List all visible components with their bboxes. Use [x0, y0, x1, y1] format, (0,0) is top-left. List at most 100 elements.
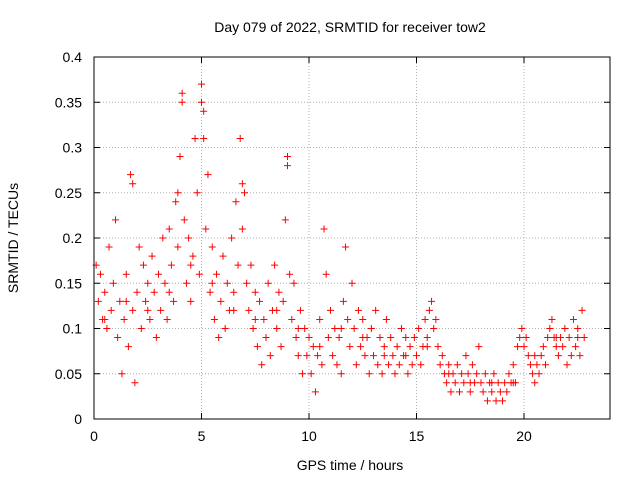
data-point [223, 279, 231, 287]
data-point [425, 306, 433, 314]
data-point [206, 288, 214, 296]
data-point [120, 315, 128, 323]
data-point [374, 361, 382, 369]
data-point [159, 234, 167, 242]
data-point [483, 397, 491, 405]
data-point [284, 153, 291, 161]
data-point [378, 370, 386, 378]
data-point [443, 379, 451, 387]
data-point [546, 325, 554, 332]
data-point [148, 252, 156, 260]
data-point [554, 352, 562, 360]
data-point [260, 315, 268, 323]
data-point [421, 315, 429, 323]
data-point [284, 162, 291, 170]
data-point [131, 379, 139, 387]
data-point [157, 306, 165, 314]
data-point [559, 343, 567, 351]
data-point [281, 216, 289, 224]
data-point [316, 343, 324, 351]
data-point [542, 361, 549, 369]
y-tick-label: 0.25 [55, 185, 82, 201]
data-point [496, 388, 504, 396]
data-point [187, 261, 195, 269]
data-point [236, 134, 244, 142]
data-point [466, 388, 474, 396]
chart-title: Day 079 of 2022, SRMTID for receiver tow… [214, 19, 486, 35]
data-point [402, 334, 410, 342]
data-point [127, 171, 135, 179]
data-point [544, 334, 552, 342]
data-point [520, 343, 528, 351]
data-point [456, 388, 463, 396]
data-point [176, 153, 184, 161]
data-point [221, 325, 229, 332]
data-point [524, 352, 532, 360]
data-point [574, 325, 582, 332]
data-point [133, 288, 141, 296]
data-point [245, 306, 253, 314]
data-point [438, 352, 446, 360]
data-point [320, 225, 328, 233]
data-point [339, 297, 347, 305]
data-point [146, 315, 154, 323]
data-point [266, 352, 274, 360]
data-point [462, 352, 470, 360]
data-point [406, 343, 414, 351]
data-point [161, 279, 169, 287]
data-point [410, 334, 418, 342]
data-point [187, 297, 195, 305]
data-point [96, 270, 104, 278]
data-point [262, 334, 270, 342]
data-point [294, 352, 302, 360]
x-tick-label: 10 [301, 428, 317, 444]
data-point [432, 315, 440, 323]
data-point [445, 370, 453, 378]
data-point [468, 361, 476, 369]
x-tick-label: 20 [516, 428, 532, 444]
data-point [333, 361, 341, 369]
data-point [494, 379, 502, 387]
data-point [348, 279, 356, 287]
data-point [548, 315, 556, 323]
data-point [402, 352, 410, 360]
data-point [576, 352, 584, 360]
data-point [273, 325, 281, 332]
data-point [434, 343, 442, 351]
data-point [193, 189, 201, 197]
data-point [404, 370, 412, 378]
data-point [574, 334, 582, 342]
data-point [533, 361, 541, 369]
data-point [230, 306, 238, 314]
data-point [365, 370, 373, 378]
data-point [346, 343, 354, 351]
data-point [213, 270, 221, 278]
data-point [428, 297, 436, 305]
data-point [309, 343, 317, 351]
data-points [92, 80, 588, 405]
data-point [215, 334, 223, 342]
data-point [202, 225, 210, 233]
y-tick-label: 0.15 [55, 275, 82, 291]
data-point [430, 325, 438, 332]
data-point [522, 334, 530, 342]
x-axis-ticks: 0 5 10 15 20 [90, 57, 532, 444]
data-point [372, 306, 380, 314]
data-point [296, 306, 304, 314]
data-point [258, 361, 266, 369]
data-point [139, 261, 147, 269]
data-point [423, 334, 431, 342]
data-point [191, 134, 199, 142]
data-point [357, 343, 365, 351]
data-point [170, 297, 178, 305]
data-point [210, 315, 218, 323]
data-point [307, 370, 315, 378]
data-point [537, 352, 545, 360]
data-point [531, 352, 539, 360]
data-point [174, 189, 182, 197]
data-point [563, 361, 571, 369]
data-point [445, 361, 453, 369]
data-point [322, 270, 330, 278]
data-point [155, 270, 162, 278]
data-point [180, 216, 188, 224]
